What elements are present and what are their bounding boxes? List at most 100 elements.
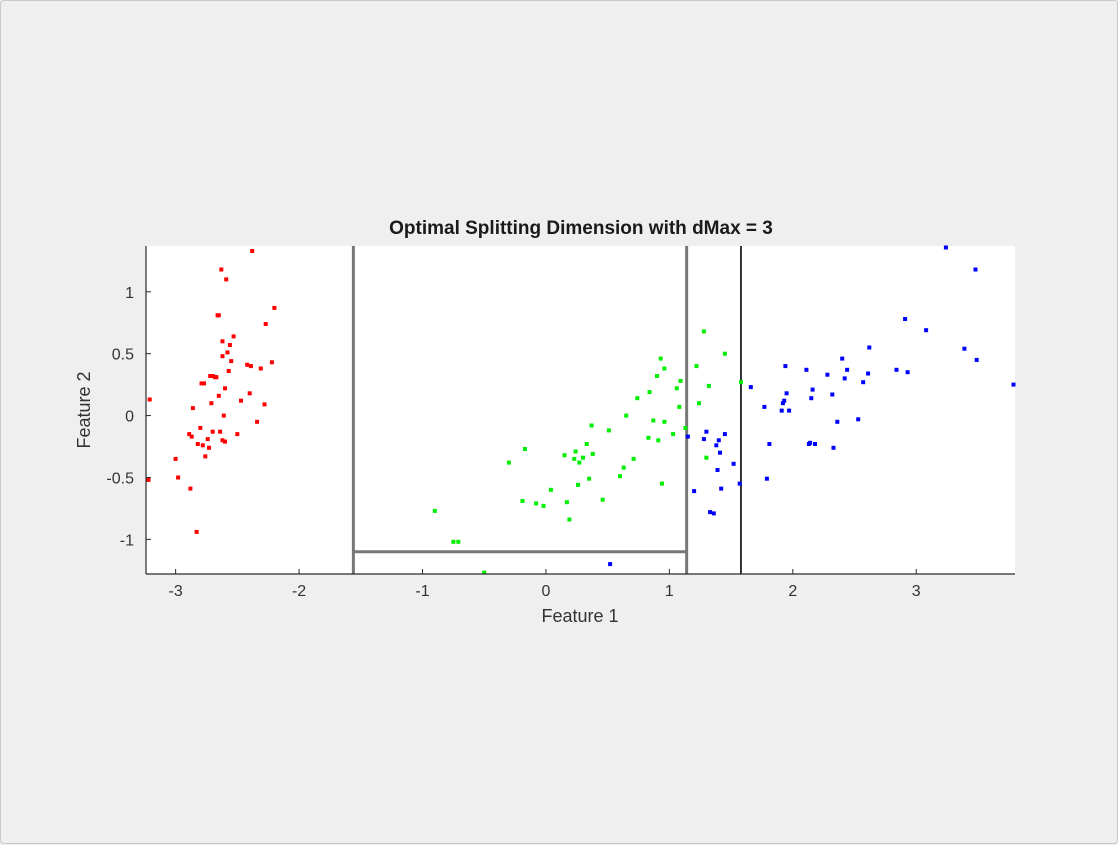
data-point-series-2 <box>432 508 437 513</box>
data-point-series-3 <box>804 367 809 372</box>
data-point-series-3 <box>845 367 850 372</box>
data-point-series-3 <box>825 372 830 377</box>
data-point-series-2 <box>581 455 585 460</box>
data-point-series-1 <box>188 486 193 491</box>
data-point-series-1 <box>214 375 219 380</box>
data-point-series-1 <box>245 362 250 367</box>
data-point-series-2 <box>683 425 688 430</box>
data-point-series-3 <box>856 417 861 422</box>
data-point-series-2 <box>576 482 580 487</box>
data-point-series-3 <box>692 489 697 494</box>
data-point-series-3 <box>783 364 788 369</box>
data-point-series-3 <box>943 245 948 250</box>
data-point-series-1 <box>219 267 224 272</box>
x-tick-label: -2 <box>292 583 306 600</box>
data-point-series-1 <box>207 445 211 450</box>
data-point-series-1 <box>210 429 215 434</box>
data-point-series-3 <box>764 476 769 481</box>
data-point-series-3 <box>894 367 899 372</box>
data-point-series-1 <box>248 364 253 369</box>
data-point-series-3 <box>782 398 787 403</box>
data-point-series-1 <box>247 391 252 396</box>
data-point-series-3 <box>780 401 785 406</box>
data-point-series-1 <box>258 366 263 371</box>
data-point-series-2 <box>635 396 640 401</box>
data-points <box>146 245 1016 575</box>
data-point-series-1 <box>216 313 221 318</box>
data-point-series-1 <box>239 398 243 403</box>
data-point-series-2 <box>541 503 546 508</box>
data-point-series-3 <box>714 443 719 448</box>
data-point-series-2 <box>662 366 667 371</box>
split-lines <box>351 246 742 574</box>
data-point-series-2 <box>662 419 667 424</box>
data-point-series-1 <box>220 438 225 443</box>
data-point-series-1 <box>205 437 210 442</box>
data-point-series-3 <box>840 356 845 361</box>
data-point-series-2 <box>587 476 592 481</box>
data-point-series-2 <box>451 539 456 544</box>
data-point-series-1 <box>224 277 229 282</box>
data-point-series-3 <box>1011 382 1016 387</box>
data-point-series-1 <box>146 477 151 482</box>
data-point-series-3 <box>719 486 724 491</box>
data-point-series-3 <box>810 387 815 392</box>
data-point-series-2 <box>567 517 572 522</box>
data-point-series-1 <box>203 454 208 459</box>
data-point-series-2 <box>704 455 709 460</box>
plot-area: -3 -2 -1 0 1 2 3 -1 -0.5 0 0.5 1 <box>106 245 1016 600</box>
data-point-series-3 <box>708 510 713 515</box>
data-point-series-1 <box>195 442 200 446</box>
data-point-series-2 <box>590 451 595 456</box>
x-axis-ticks: -3 -2 -1 0 1 2 3 <box>169 569 921 600</box>
data-point-series-1 <box>235 432 240 437</box>
data-point-series-1 <box>223 386 227 391</box>
data-point-series-3 <box>701 437 706 442</box>
data-point-series-3 <box>962 346 967 351</box>
data-point-series-1 <box>176 475 181 480</box>
data-point-series-2 <box>618 474 622 479</box>
data-point-series-3 <box>842 376 847 381</box>
data-point-series-1 <box>173 456 178 461</box>
data-point-series-2 <box>520 499 525 503</box>
data-point-series-1 <box>226 369 231 373</box>
data-point-series-1 <box>198 425 203 430</box>
data-point-series-2 <box>564 500 569 505</box>
data-point-series-3 <box>867 345 872 350</box>
data-point-series-2 <box>624 413 629 418</box>
data-point-series-3 <box>973 267 978 272</box>
data-point-series-3 <box>748 385 753 390</box>
data-point-series-2 <box>678 378 683 383</box>
data-point-series-1 <box>202 381 206 386</box>
data-point-series-1 <box>227 343 232 347</box>
data-point-series-3 <box>704 429 709 434</box>
data-point-series-1 <box>200 443 205 448</box>
data-point-series-1 <box>189 434 194 439</box>
data-point-series-1 <box>208 374 213 378</box>
data-point-series-1 <box>272 305 277 310</box>
data-point-series-1 <box>187 432 192 437</box>
data-point-series-3 <box>722 432 727 437</box>
data-point-series-2 <box>701 329 706 334</box>
data-point-series-2 <box>697 401 701 406</box>
data-point-series-2 <box>739 380 743 385</box>
data-point-series-2 <box>631 456 636 461</box>
y-tick-label: -0.5 <box>106 470 134 487</box>
data-point-series-2 <box>651 418 656 423</box>
data-point-series-1 <box>190 406 195 411</box>
data-point-series-2 <box>506 460 511 465</box>
data-point-series-1 <box>262 402 267 407</box>
data-point-series-2 <box>606 428 611 433</box>
data-point-series-2 <box>456 539 461 544</box>
x-tick-label: 3 <box>912 583 921 600</box>
data-point-series-2 <box>562 453 567 458</box>
data-point-series-3 <box>716 438 721 443</box>
data-point-series-3 <box>974 357 979 362</box>
data-point-series-3 <box>866 371 871 376</box>
x-tick-label: 0 <box>541 583 550 600</box>
data-point-series-2 <box>577 460 582 465</box>
data-point-series-3 <box>715 468 720 472</box>
data-point-series-2 <box>621 465 626 470</box>
data-point-series-3 <box>685 434 690 439</box>
